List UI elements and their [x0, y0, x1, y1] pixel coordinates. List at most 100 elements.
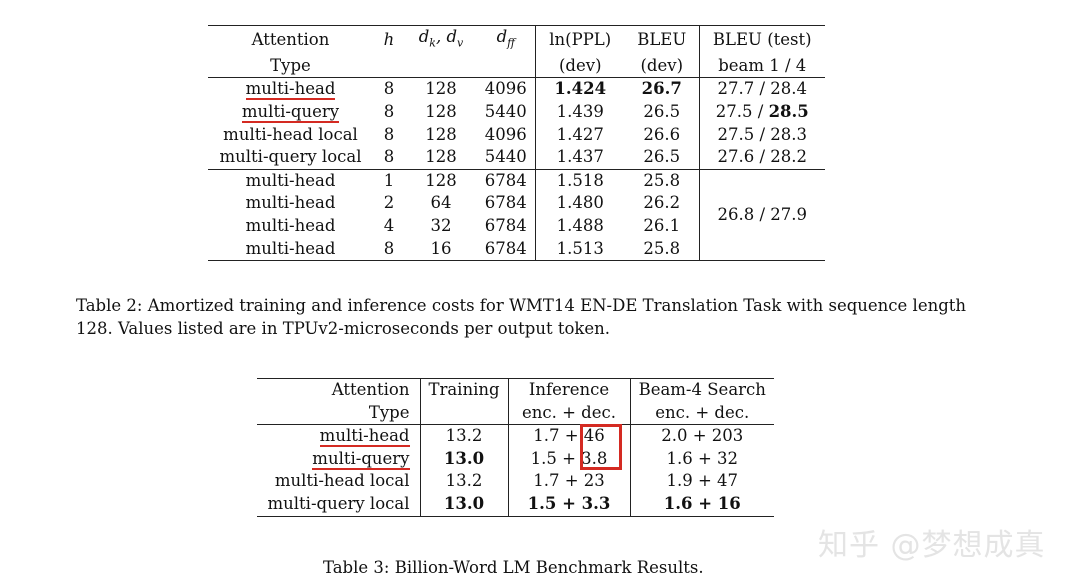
results-table-2: Attention Training Inference Beam-4 Sear… — [257, 378, 774, 517]
cell-h: 8 — [373, 146, 405, 170]
cell-bleu: 26.7 — [641, 79, 682, 99]
table-row: multi-head 8 128 4096 1.424 26.7 27.7 / … — [208, 77, 825, 102]
cell-training: 13.2 — [419, 424, 508, 448]
table-row: multi-query local 13.0 1.5 + 3.3 1.6 + 1… — [257, 492, 774, 517]
table-row: multi-head 13.2 1.7 + 46 2.0 + 203 — [257, 424, 774, 448]
row-type: multi-query local — [267, 493, 410, 513]
header-inference-sub: enc. + dec. — [507, 401, 630, 426]
cell-ppl: 1.488 — [534, 215, 625, 238]
cell-dff: 5440 — [484, 102, 527, 122]
row-type: multi-head — [245, 238, 336, 258]
header-ppl: ln(PPL) — [534, 25, 625, 55]
cell-dff: 6784 — [484, 216, 527, 236]
table-row: multi-head local 13.2 1.7 + 23 1.9 + 47 — [257, 470, 774, 493]
cell-h: 8 — [383, 102, 395, 122]
header-h: h — [383, 30, 395, 50]
cell-h: 8 — [383, 79, 395, 99]
table-row: multi-query 13.0 1.5 + 3.8 1.6 + 32 — [257, 447, 774, 471]
row-type: multi-head local — [223, 124, 358, 144]
cell-beam: 1.6 + 32 — [629, 447, 774, 471]
table-row: multi-head 1 128 6784 1.518 25.8 26.8 / … — [208, 169, 825, 261]
row-type: multi-head local — [274, 471, 410, 491]
cell-inference: 1.7 + 23 — [507, 470, 630, 493]
header-inference: Inference — [507, 378, 630, 402]
cell-dk: 16 — [430, 238, 452, 258]
header-bleu-dev: (dev) — [625, 54, 699, 79]
header-training: Training — [419, 378, 508, 402]
cell-inference: 1.5 + 3.3 — [507, 492, 630, 517]
table-row: multi-query 8 128 5440 1.439 26.5 27.5 /… — [208, 101, 825, 124]
cell-h: 1 — [383, 170, 395, 190]
cell-bleu-test-merged: 26.8 / 27.9 — [698, 169, 825, 261]
cell-dk: 64 — [430, 193, 452, 213]
table-2-caption: Table 2: Amortized training and inferenc… — [76, 296, 967, 338]
cell-bleu: 26.5 — [643, 102, 681, 122]
cell-dff: 6784 — [484, 238, 527, 258]
table-3-caption: Table 3: Billion-Word LM Benchmark Resul… — [323, 558, 704, 577]
table-row: multi-query local 8 128 5440 1.437 26.5 … — [208, 146, 825, 170]
cell-dk: 128 — [425, 170, 457, 190]
cell-h: 4 — [383, 216, 395, 236]
cell-beam: 1.9 + 47 — [629, 470, 774, 493]
cell-inference: 1.5 + 3.8 — [507, 447, 630, 471]
cell-bleu: 25.8 — [643, 170, 681, 190]
cell-dk: 128 — [425, 79, 457, 99]
cell-dk: 128 — [425, 102, 457, 122]
cell-bleu-test: 27.6 / 28.2 — [698, 146, 825, 170]
header-beam: beam 1 / 4 — [698, 54, 825, 79]
cell-training: 13.2 — [419, 470, 508, 493]
watermark: 知乎 @梦想成真 — [818, 528, 1046, 563]
table-row: multi-head 2 64 6784 1.480 26.2 — [208, 192, 825, 216]
cell-ppl: 1.513 — [534, 237, 625, 261]
cell-bleu-test: 27.5 / 28.5 — [698, 101, 825, 124]
cell-dff: 5440 — [477, 146, 535, 170]
header-beam-sub: enc. + dec. — [629, 401, 774, 426]
header-dk-dv: dk, dv — [418, 27, 464, 50]
cell-h: 8 — [383, 238, 395, 258]
row-type: multi-query local — [208, 146, 373, 170]
row-type: multi-head — [245, 216, 336, 236]
row-type: multi-query — [241, 102, 340, 124]
cell-dff: 4096 — [484, 79, 527, 99]
header-bleu-test: BLEU (test) — [698, 25, 825, 55]
cell-beam: 1.6 + 16 — [629, 492, 774, 517]
cell-dk: 128 — [425, 124, 457, 144]
table-row: multi-head 4 32 6784 1.488 26.1 — [208, 215, 825, 238]
row-type: multi-query — [312, 448, 410, 470]
header-attention: Attention — [251, 30, 330, 50]
table-row: multi-head 8 16 6784 1.513 25.8 — [208, 237, 825, 261]
cell-h: 2 — [383, 193, 395, 213]
cell-ppl: 1.437 — [534, 146, 625, 170]
header-type: Type — [257, 401, 420, 426]
cell-bleu: 26.1 — [643, 216, 681, 236]
cell-ppl: 1.480 — [534, 192, 625, 216]
header-dff: dff — [496, 27, 515, 50]
cell-ppl: 1.518 — [534, 169, 625, 193]
cell-bleu: 26.6 — [643, 124, 681, 144]
cell-dff: 6784 — [484, 193, 527, 213]
cell-inference: 1.7 + 46 — [507, 424, 630, 448]
row-type: multi-head — [245, 79, 336, 101]
results-table-1: Attention h dk, dv dff ln(PPL) BLEU BLEU… — [208, 25, 825, 262]
table-row: multi-head local 8 128 4096 1.427 26.6 2… — [208, 123, 825, 147]
row-type: multi-head — [319, 426, 410, 448]
row-type: multi-head — [245, 193, 336, 213]
header-ppl-dev: (dev) — [534, 54, 625, 79]
cell-training: 13.0 — [419, 447, 508, 471]
cell-dk: 32 — [430, 216, 452, 236]
cell-bleu: 26.2 — [643, 193, 681, 213]
cell-dk: 128 — [405, 146, 477, 170]
cell-ppl: 1.439 — [534, 101, 625, 124]
cell-ppl: 1.424 — [534, 77, 625, 102]
header-bleu: BLEU — [637, 30, 687, 50]
highlight-box — [580, 424, 622, 470]
cell-bleu-test: 27.7 / 28.4 — [698, 77, 825, 102]
cell-dff: 4096 — [484, 124, 527, 144]
cell-training: 13.0 — [419, 492, 508, 517]
cell-dff: 6784 — [484, 170, 527, 190]
header-type: Type — [208, 54, 373, 79]
cell-bleu: 26.5 — [625, 146, 699, 170]
header-beam-search: Beam-4 Search — [629, 378, 774, 402]
cell-h: 8 — [383, 124, 395, 144]
cell-beam: 2.0 + 203 — [629, 424, 774, 448]
